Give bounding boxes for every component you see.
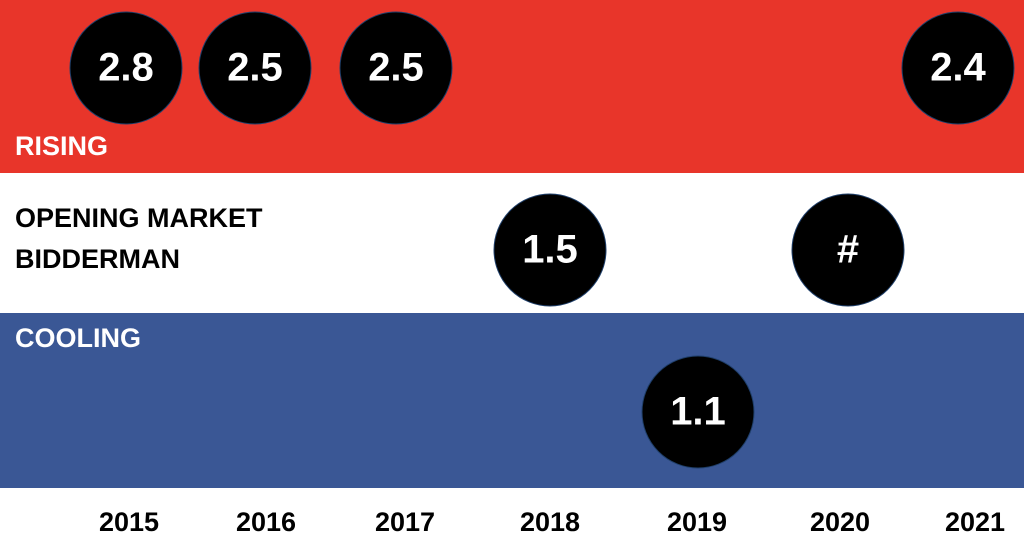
marker-circle bbox=[198, 11, 312, 125]
marker-label: # bbox=[837, 228, 859, 272]
band bbox=[0, 313, 1024, 488]
marker-label: 1.5 bbox=[522, 228, 578, 272]
band-label: BIDDERMAN bbox=[15, 244, 180, 274]
marker-circle bbox=[641, 355, 755, 469]
marker-label: 2.4 bbox=[930, 46, 986, 90]
marker-label: 2.5 bbox=[227, 46, 283, 90]
marker-label: 2.8 bbox=[98, 46, 154, 90]
marker-circle bbox=[493, 193, 607, 307]
band-label: OPENING MARKET bbox=[15, 203, 263, 233]
year-label: 2021 bbox=[945, 507, 1005, 537]
marker-circle bbox=[791, 193, 905, 307]
band-label: RISING bbox=[15, 131, 108, 161]
year-label: 2016 bbox=[236, 507, 296, 537]
marker-circle bbox=[901, 11, 1015, 125]
marker-circle bbox=[339, 11, 453, 125]
marker-label: 1.1 bbox=[670, 390, 726, 434]
year-label: 2020 bbox=[810, 507, 870, 537]
year-label: 2019 bbox=[667, 507, 727, 537]
year-label: 2015 bbox=[99, 507, 159, 537]
marker-label: 2.5 bbox=[368, 46, 424, 90]
year-label: 2018 bbox=[520, 507, 580, 537]
year-label: 2017 bbox=[375, 507, 435, 537]
marker-circle bbox=[69, 11, 183, 125]
band-label: COOLING bbox=[15, 323, 141, 353]
